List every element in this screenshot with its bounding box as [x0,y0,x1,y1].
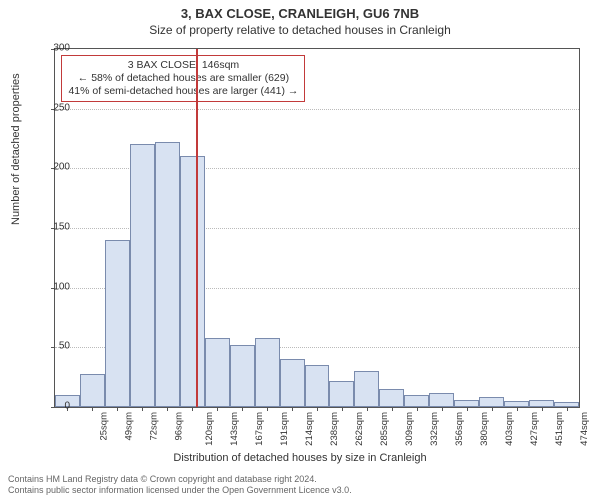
bar [354,371,379,407]
bar [454,400,479,407]
xtick-label: 191sqm [279,412,290,446]
bar [305,365,330,407]
xtick-mark [567,407,568,411]
ytick-label: 50 [59,341,70,352]
ytick-label: 0 [64,401,70,412]
title-subtitle: Size of property relative to detached ho… [0,21,600,37]
xtick-label: 214sqm [304,412,315,446]
xtick-mark [517,407,518,411]
gridline [55,109,579,110]
chart-container: 3, BAX CLOSE, CRANLEIGH, GU6 7NB Size of… [0,0,600,500]
xtick-label: 143sqm [229,412,240,446]
xtick-label: 25sqm [99,412,110,441]
x-axis-label: Distribution of detached houses by size … [0,452,600,464]
xtick-mark [342,407,343,411]
bar [280,359,305,407]
xtick-label: 427sqm [528,412,539,446]
bar [80,374,105,407]
xtick-label: 403sqm [504,412,515,446]
bar [205,338,230,407]
footer-credits: Contains HM Land Registry data © Crown c… [8,474,352,496]
xtick-mark [317,407,318,411]
ytick-label: 200 [53,162,70,173]
xtick-mark [542,407,543,411]
xtick-label: 96sqm [174,412,185,441]
xtick-label: 285sqm [379,412,390,446]
xtick-mark [492,407,493,411]
xtick-mark [242,407,243,411]
xtick-label: 167sqm [254,412,265,446]
bar [255,338,280,407]
bar [529,400,554,407]
xtick-mark [442,407,443,411]
xtick-mark [292,407,293,411]
bar [479,397,504,407]
xtick-mark [392,407,393,411]
footer-line-1: Contains HM Land Registry data © Crown c… [8,474,352,485]
bar [429,393,454,407]
xtick-label: 238sqm [329,412,340,446]
ytick-mark [51,347,55,348]
xtick-label: 120sqm [204,412,215,446]
xtick-mark [417,407,418,411]
bar [329,381,354,407]
xtick-mark [217,407,218,411]
annotation-box: 3 BAX CLOSE: 146sqm← 58% of detached hou… [61,55,305,102]
xtick-mark [267,407,268,411]
bar [230,345,255,407]
ytick-label: 100 [53,281,70,292]
bar [180,156,205,407]
bar [130,144,155,407]
xtick-label: 474sqm [578,412,589,446]
footer-line-2: Contains public sector information licen… [8,485,352,496]
bar [379,389,404,407]
ytick-label: 250 [53,102,70,113]
xtick-label: 356sqm [454,412,465,446]
bar [105,240,130,407]
xtick-label: 309sqm [404,412,415,446]
title-address: 3, BAX CLOSE, CRANLEIGH, GU6 7NB [0,0,600,21]
xtick-mark [467,407,468,411]
xtick-mark [142,407,143,411]
ytick-label: 150 [53,222,70,233]
xtick-mark [192,407,193,411]
bar [404,395,429,407]
xtick-mark [92,407,93,411]
y-axis-label: Number of detached properties [10,73,22,225]
xtick-mark [167,407,168,411]
xtick-label: 262sqm [354,412,365,446]
ytick-label: 300 [53,43,70,54]
bar [155,142,180,407]
xtick-mark [117,407,118,411]
xtick-label: 332sqm [429,412,440,446]
ytick-mark [51,407,55,408]
xtick-label: 380sqm [479,412,490,446]
xtick-mark [367,407,368,411]
marker-line [196,49,198,407]
xtick-label: 49sqm [124,412,135,441]
xtick-label: 451sqm [553,412,564,446]
xtick-label: 72sqm [149,412,160,441]
plot-area: 3 BAX CLOSE: 146sqm← 58% of detached hou… [54,48,580,408]
